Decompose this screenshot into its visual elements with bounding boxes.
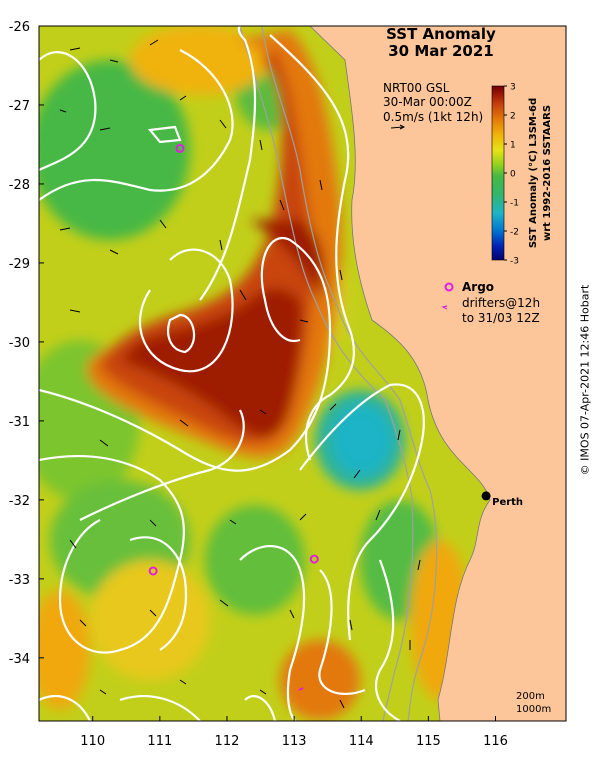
credit-text: © IMOS 07-Apr-2021 12:46 Hobart xyxy=(578,284,592,476)
argo-float-marker xyxy=(175,143,185,153)
drifter-legend-label: drifters@12h xyxy=(462,296,540,310)
colorbar-tick-label: 0 xyxy=(510,170,516,180)
colorbar-tick-label: 2 xyxy=(510,112,516,122)
map-frame xyxy=(38,25,567,722)
colorbar-label2: wrt 1992-2016 SSTAARS xyxy=(542,105,553,241)
depth-label-1000m: 1000m xyxy=(516,704,551,715)
current-vectors xyxy=(59,39,421,709)
ssh-contours xyxy=(39,26,425,721)
argo-legend-icon xyxy=(444,282,454,292)
argo-legend-label: Argo xyxy=(462,280,494,294)
lat-tick-label: -31 xyxy=(9,415,30,430)
lon-tick-label: 113 xyxy=(282,734,307,749)
isobath-1000m xyxy=(239,26,414,721)
colorbar-tick-label: 1 xyxy=(510,141,516,151)
colorbar-tick-label: -1 xyxy=(510,199,519,209)
title-line2: 30 Mar 2021 xyxy=(388,42,494,60)
lon-tick-label: 114 xyxy=(349,734,374,749)
lat-tick-label: -27 xyxy=(9,99,30,114)
product-line2: 30-Mar 00:00Z xyxy=(383,95,472,109)
colorbar-tick-label: 3 xyxy=(510,83,516,93)
drifter-legend-label2: to 31/03 12Z xyxy=(462,311,540,325)
lat-tick-label: -30 xyxy=(9,336,30,351)
lon-tick-label: 115 xyxy=(416,734,441,749)
latitude-axis: -26 -27 -28 -29 -30 -31 -32 -33 -34 xyxy=(9,20,44,667)
lat-tick-label: -29 xyxy=(9,257,30,272)
lon-tick-label: 111 xyxy=(147,734,172,749)
argo-float-marker xyxy=(309,554,319,564)
perth-label: Perth xyxy=(492,497,523,508)
lat-tick-label: -33 xyxy=(9,573,30,588)
colorbar-ticks: 3 2 1 0 -1 -2 -3 xyxy=(504,83,519,267)
lon-tick-label: 116 xyxy=(483,734,508,749)
colorbar-tick-label: -3 xyxy=(510,257,519,267)
argo-floats xyxy=(148,143,319,576)
longitude-axis: 110 111 112 113 114 115 116 xyxy=(80,716,508,749)
scale-arrow-icon xyxy=(390,126,404,129)
colorbar xyxy=(491,85,505,261)
perth-marker xyxy=(481,491,491,501)
lat-tick-label: -34 xyxy=(9,652,30,667)
isobath-200m xyxy=(261,26,438,721)
coastline xyxy=(309,26,491,721)
lat-tick-label: -32 xyxy=(9,494,30,509)
product-line1: NRT00 GSL xyxy=(383,81,450,95)
title-line1: SST Anomaly xyxy=(386,25,496,43)
drifter-legend-icon xyxy=(441,305,448,310)
lon-tick-label: 112 xyxy=(215,734,240,749)
lat-tick-label: -26 xyxy=(9,20,30,35)
lat-tick-label: -28 xyxy=(9,178,30,193)
drifter-track xyxy=(298,687,304,691)
colorbar-label1: SST Anomaly (°C) L3SM-6d xyxy=(528,98,539,248)
depth-label-200m: 200m xyxy=(516,691,545,702)
argo-float-marker xyxy=(148,566,158,576)
sst-field xyxy=(39,26,566,721)
lon-tick-label: 110 xyxy=(80,734,105,749)
colorbar-tick-label: -2 xyxy=(510,228,519,238)
product-line3: 0.5m/s (1kt 12h) xyxy=(383,110,483,124)
